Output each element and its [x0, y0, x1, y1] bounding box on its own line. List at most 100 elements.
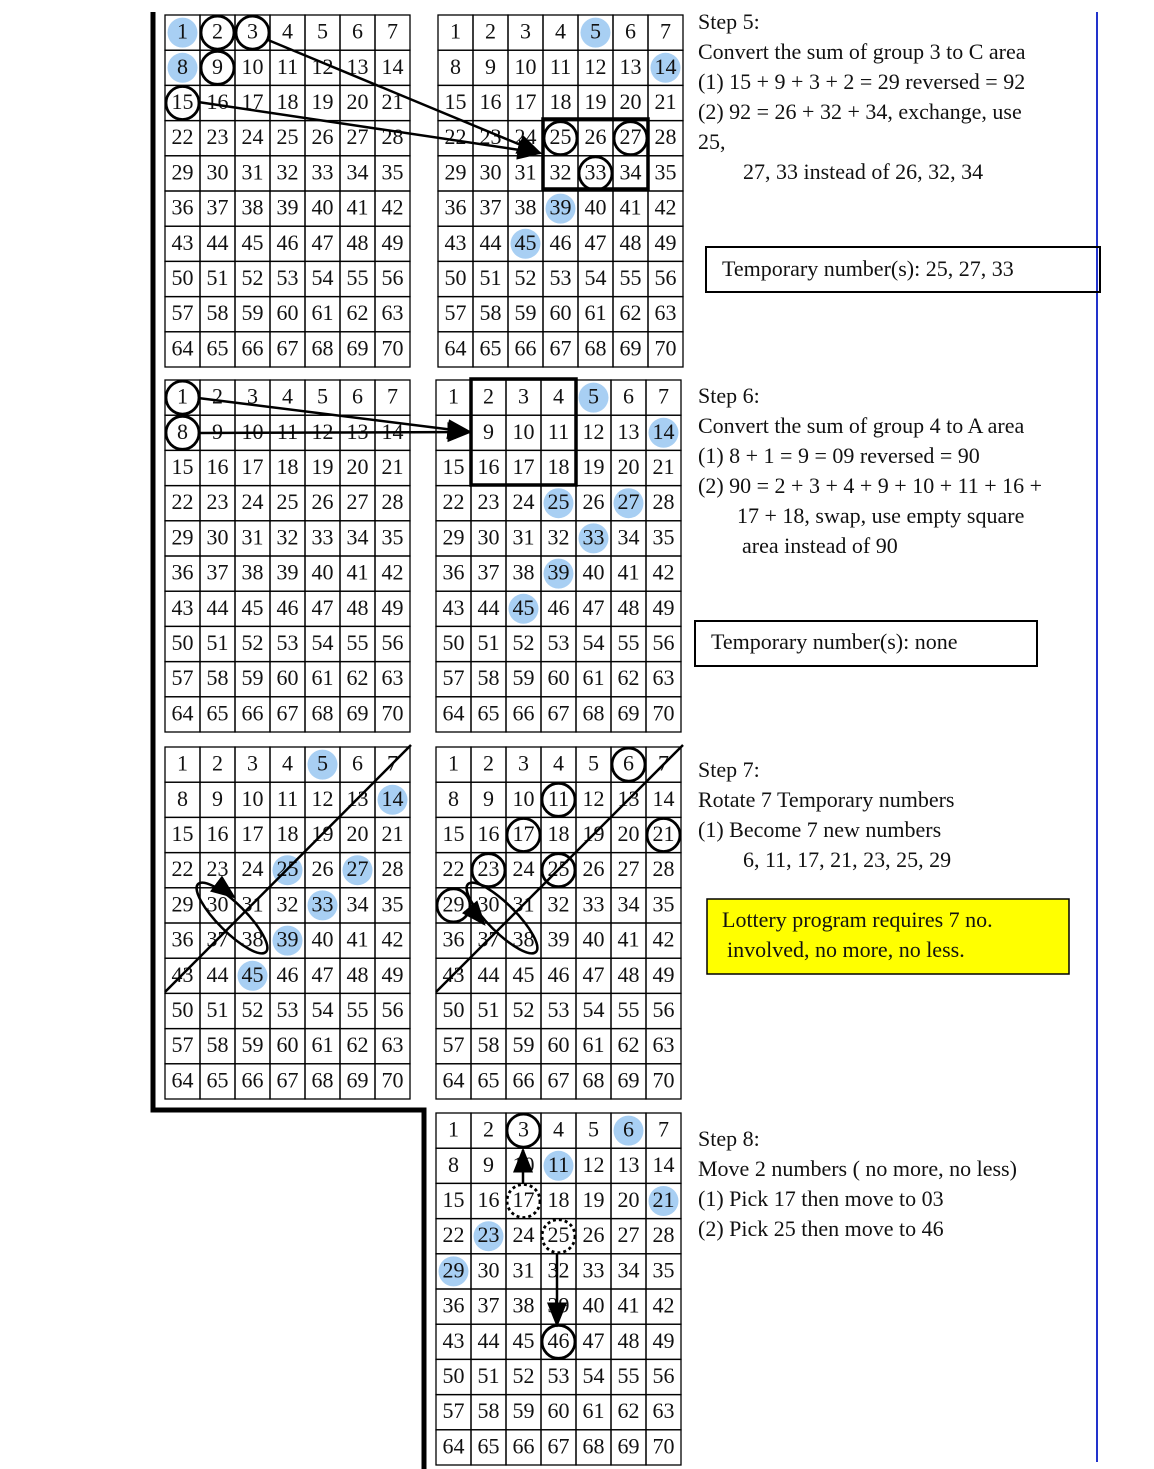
cell-number: 55 [347, 630, 369, 655]
step-line: 25, [698, 129, 726, 154]
cell: 44 [199, 590, 236, 628]
cell: 18 [269, 816, 306, 854]
cell-number: 9 [212, 54, 223, 79]
cell: 30 [199, 155, 236, 192]
cell-number: 65 [478, 700, 500, 725]
cell-number: 61 [585, 300, 607, 325]
cell: 29 [164, 887, 201, 924]
cell: 8 [437, 49, 474, 87]
cell: 22 [435, 484, 472, 522]
cell: 8 [435, 781, 472, 819]
cell-number: 54 [583, 630, 605, 655]
cell: 56 [645, 1358, 682, 1396]
cell-number: 43 [172, 230, 194, 255]
cell: 69 [339, 331, 376, 368]
cell-number: 39 [277, 560, 299, 585]
cell-number: 64 [172, 700, 194, 725]
cell-number: 69 [347, 700, 369, 725]
cell-number: 9 [212, 786, 223, 811]
cell-number: 20 [618, 454, 640, 479]
cell-number: 35 [382, 524, 404, 549]
cell-number: 67 [277, 335, 299, 360]
cell: 20 [610, 1182, 647, 1220]
highlight [648, 417, 679, 448]
cell-number: 49 [653, 1328, 675, 1353]
highlight [167, 52, 198, 83]
cell-number: 40 [585, 195, 607, 220]
cell-number: 23 [207, 124, 229, 149]
cell-number: 27 [618, 1222, 640, 1247]
cell-number: 26 [583, 856, 605, 881]
cell: 5 [304, 379, 341, 416]
cell: 52 [505, 625, 542, 663]
cell-number: 66 [242, 1067, 264, 1092]
cell-number: 37 [478, 560, 500, 585]
cell-number: 1 [448, 1117, 459, 1142]
cell-number: 42 [653, 1293, 675, 1318]
cell-number: 29 [445, 159, 467, 184]
cell: 41 [339, 190, 376, 227]
cell-number: 35 [653, 891, 675, 916]
cell-number: 63 [653, 1398, 675, 1423]
cell-number: 32 [550, 159, 572, 184]
cell-number: 2 [212, 384, 223, 409]
cell: 49 [645, 1323, 682, 1361]
cell: 43 [164, 590, 201, 628]
cell: 68 [575, 696, 612, 733]
cell-number: 38 [513, 560, 535, 585]
cell-number: 35 [382, 891, 404, 916]
cell: 37 [472, 190, 509, 227]
cell: 9 [470, 414, 507, 452]
cell-number: 4 [553, 384, 564, 409]
circle-mark [540, 852, 577, 889]
cell: 60 [540, 660, 577, 698]
cell: 5 [575, 746, 612, 783]
cell: 34 [339, 887, 376, 924]
cell: 37 [199, 555, 236, 592]
cell: 10 [505, 414, 542, 452]
cell-number: 68 [312, 335, 334, 360]
cell-number: 37 [480, 195, 502, 220]
cell: 67 [540, 696, 577, 733]
cell-number: 59 [242, 665, 264, 690]
cell-number: 11 [548, 1152, 569, 1177]
cell: 19 [575, 1182, 612, 1220]
cell-number: 60 [277, 665, 299, 690]
cell-number: 29 [443, 891, 465, 916]
cell: 23 [470, 484, 507, 522]
cell: 61 [575, 660, 612, 698]
cell-number: 38 [513, 1293, 535, 1318]
cell: 44 [472, 225, 509, 263]
cell-number: 25 [548, 1222, 570, 1247]
cell: 16 [199, 449, 236, 487]
cell: 67 [269, 331, 306, 368]
cell-number: 17 [242, 821, 264, 846]
cell-number: 36 [172, 195, 194, 220]
cell: 34 [610, 1253, 647, 1290]
cell: 28 [645, 851, 682, 889]
cell-number: 36 [443, 560, 465, 585]
cell: 28 [647, 119, 684, 157]
cell-number: 57 [445, 300, 467, 325]
note-box [706, 898, 1070, 975]
cell: 46 [540, 957, 577, 995]
cell-number: 59 [242, 1032, 264, 1057]
cell-number: 48 [620, 230, 642, 255]
cell: 55 [339, 625, 376, 663]
cell: 20 [339, 816, 376, 854]
step-title: Step 7: [698, 757, 760, 782]
cell: 30 [470, 1253, 507, 1290]
cell-number: 63 [382, 1032, 404, 1057]
cell: 36 [164, 190, 201, 227]
cell-number: 34 [620, 159, 642, 184]
cell-number: 4 [553, 1117, 564, 1142]
arrows [164, 38, 684, 1328]
cell: 42 [645, 1288, 682, 1325]
cell: 41 [339, 922, 376, 959]
cell: 62 [339, 660, 376, 698]
cell: 37 [470, 1288, 507, 1325]
cell-number: 64 [443, 1067, 465, 1092]
cell-number: 20 [618, 821, 640, 846]
cell-number: 58 [478, 1032, 500, 1057]
